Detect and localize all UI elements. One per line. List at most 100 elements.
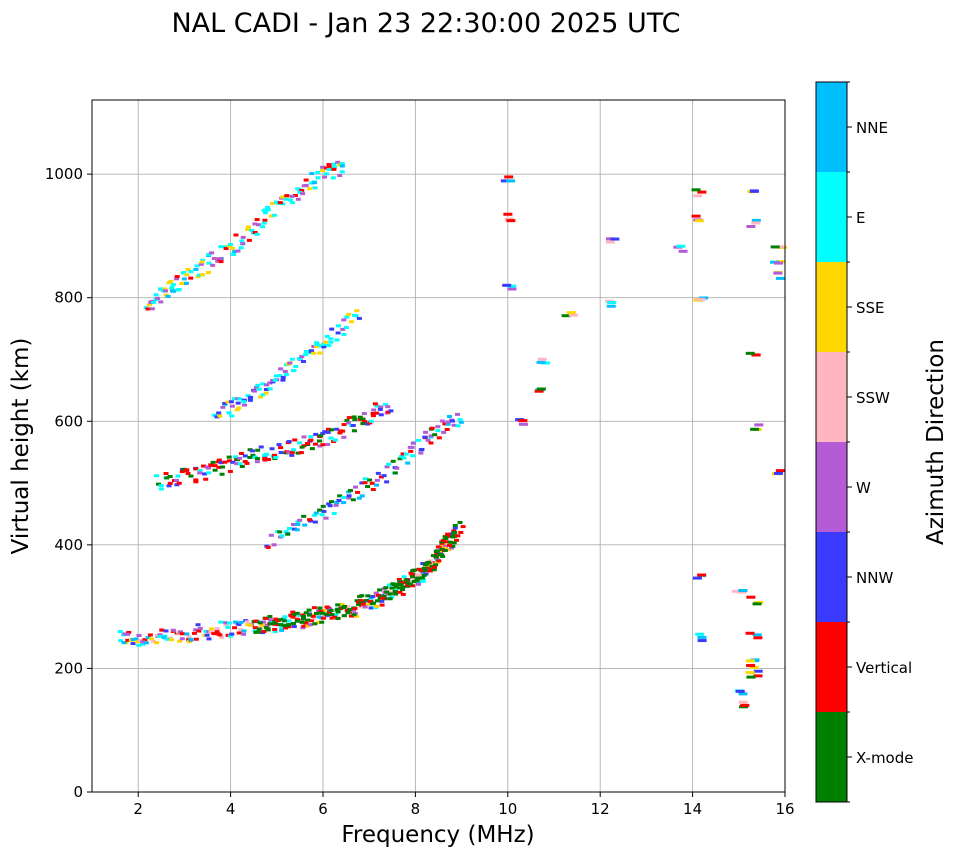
echo-point	[331, 162, 337, 166]
echo-point	[181, 271, 187, 275]
echo-point	[343, 326, 349, 330]
echo-point	[354, 309, 360, 313]
echo-point	[353, 485, 359, 489]
echo-point	[335, 616, 341, 620]
echo-point	[162, 287, 168, 291]
echo-point	[607, 301, 617, 305]
echo-point	[357, 415, 363, 419]
echo-point	[381, 474, 387, 478]
echo-point	[173, 478, 179, 482]
echo-point	[226, 459, 232, 463]
echo-point	[209, 251, 215, 255]
echo-point	[403, 452, 409, 456]
echo-point	[395, 582, 401, 586]
echo-point	[322, 430, 328, 434]
echo-point	[275, 619, 281, 623]
echo-point	[282, 369, 288, 373]
echo-point	[238, 246, 244, 250]
echo-point	[183, 281, 189, 285]
echo-point	[295, 197, 301, 201]
echo-point	[167, 636, 173, 640]
echo-point	[428, 441, 434, 445]
echo-point	[179, 637, 185, 641]
echo-point	[396, 577, 402, 581]
echo-point	[506, 179, 516, 183]
echo-point	[775, 469, 785, 473]
echo-point	[167, 475, 173, 479]
echo-point	[451, 533, 457, 537]
echo-point	[391, 583, 397, 587]
colorbar-swatch	[816, 352, 847, 442]
echo-point	[309, 349, 315, 353]
echo-point	[153, 293, 159, 297]
echo-point	[218, 257, 224, 261]
echo-point	[183, 469, 189, 473]
echo-point	[249, 449, 255, 453]
x-axis-ticks: 2 4 6 8 10 12 14 16	[133, 792, 795, 818]
echo-point	[411, 580, 417, 584]
echo-point	[228, 400, 234, 404]
echo-point	[500, 179, 510, 183]
echo-point	[206, 252, 212, 256]
echo-point	[312, 513, 318, 517]
echo-point	[356, 603, 362, 607]
echo-point	[375, 471, 381, 475]
echo-point	[380, 596, 386, 600]
echo-point	[216, 458, 222, 462]
echo-point	[333, 613, 339, 617]
echo-point	[216, 465, 222, 469]
echo-point	[434, 551, 440, 555]
echo-point	[361, 419, 367, 423]
echo-point	[273, 456, 279, 460]
echo-point	[121, 641, 127, 645]
echo-point	[235, 401, 241, 405]
echo-point	[750, 427, 760, 431]
echo-point	[232, 620, 238, 624]
echo-point	[344, 419, 350, 423]
echo-point	[255, 383, 261, 387]
echo-point	[339, 602, 345, 606]
echo-point	[425, 564, 431, 568]
x-tick-label: 14	[683, 800, 702, 818]
echo-point	[240, 235, 246, 239]
echo-point	[405, 461, 411, 465]
echo-point	[368, 606, 374, 610]
echo-point	[265, 545, 271, 549]
echo-point	[205, 270, 211, 274]
colorbar-tick-label: SSW	[856, 389, 890, 407]
echo-point	[374, 483, 380, 487]
echo-point	[317, 444, 323, 448]
echo-point	[262, 218, 268, 222]
echo-point	[351, 429, 357, 433]
echo-point	[420, 578, 426, 582]
echo-point	[309, 619, 315, 623]
echo-point	[303, 184, 309, 188]
echo-point	[286, 625, 292, 629]
echo-point	[408, 571, 414, 575]
echo-point	[418, 448, 424, 452]
echo-point	[272, 620, 278, 624]
echo-point	[199, 258, 205, 262]
echo-point	[405, 581, 411, 585]
echo-point	[307, 623, 313, 627]
echo-point	[455, 534, 461, 538]
echo-point	[379, 603, 385, 607]
echo-point	[334, 427, 340, 431]
echo-point	[163, 472, 169, 476]
echo-point	[306, 613, 312, 617]
echo-point	[323, 340, 329, 344]
echo-point	[315, 176, 321, 180]
echo-point	[301, 615, 307, 619]
echo-point	[354, 614, 360, 618]
echo-point	[326, 502, 332, 506]
echo-point	[312, 622, 318, 626]
echo-point	[325, 427, 331, 431]
echo-point	[507, 284, 517, 288]
echo-point	[242, 403, 248, 407]
echo-point	[394, 466, 400, 470]
echo-point	[197, 471, 203, 475]
echo-point	[435, 425, 441, 429]
echo-point	[306, 351, 312, 355]
echo-point	[351, 613, 357, 617]
